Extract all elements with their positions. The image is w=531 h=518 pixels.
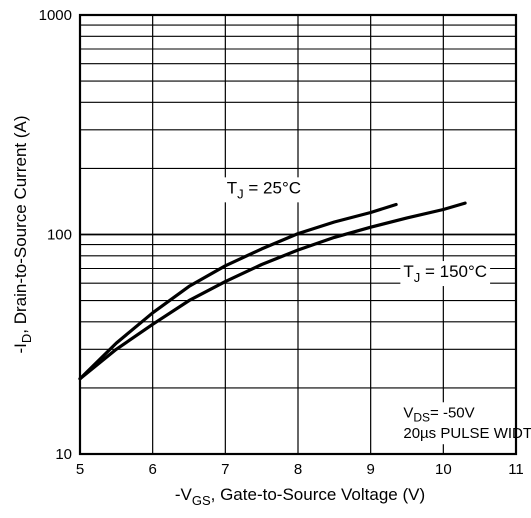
x-tick-label: 6 — [148, 461, 156, 478]
x-tick-label: 7 — [221, 461, 229, 478]
y-tick-labels: 10 100 1000 — [39, 7, 72, 463]
x-axis-label: -VGS, Gate-to-Source Voltage (V) — [175, 485, 425, 508]
x-tick-label: 9 — [366, 461, 374, 478]
y-axis-label: -ID, Drain-to-Source Current (A) — [11, 115, 34, 353]
series-layer — [78, 201, 467, 381]
x-tick-label: 5 — [76, 461, 84, 478]
x-tick-label: 11 — [508, 461, 524, 478]
series-line-1 — [78, 201, 467, 381]
series-line-0 — [78, 202, 398, 381]
x-tick-label: 8 — [294, 461, 302, 478]
series-label-25c: TJ = 25°C — [227, 178, 301, 201]
y-tick-label: 100 — [47, 227, 72, 244]
annotation-background — [399, 402, 515, 445]
x-tick-labels: 5 6 7 8 9 10 11 — [76, 461, 524, 478]
annotation-pulse-width: 20µs PULSE WIDTH — [403, 425, 531, 442]
series-label-background — [400, 261, 491, 287]
series-label-150c: TJ = 150°C — [403, 262, 487, 285]
plot-frame — [78, 13, 518, 456]
series-label-background — [223, 177, 305, 203]
y-tick-label: 10 — [55, 446, 72, 463]
y-tick-label: 1000 — [39, 7, 72, 24]
annotation-vds: VDS= -50V — [403, 404, 474, 424]
x-tick-label: 10 — [435, 461, 452, 478]
